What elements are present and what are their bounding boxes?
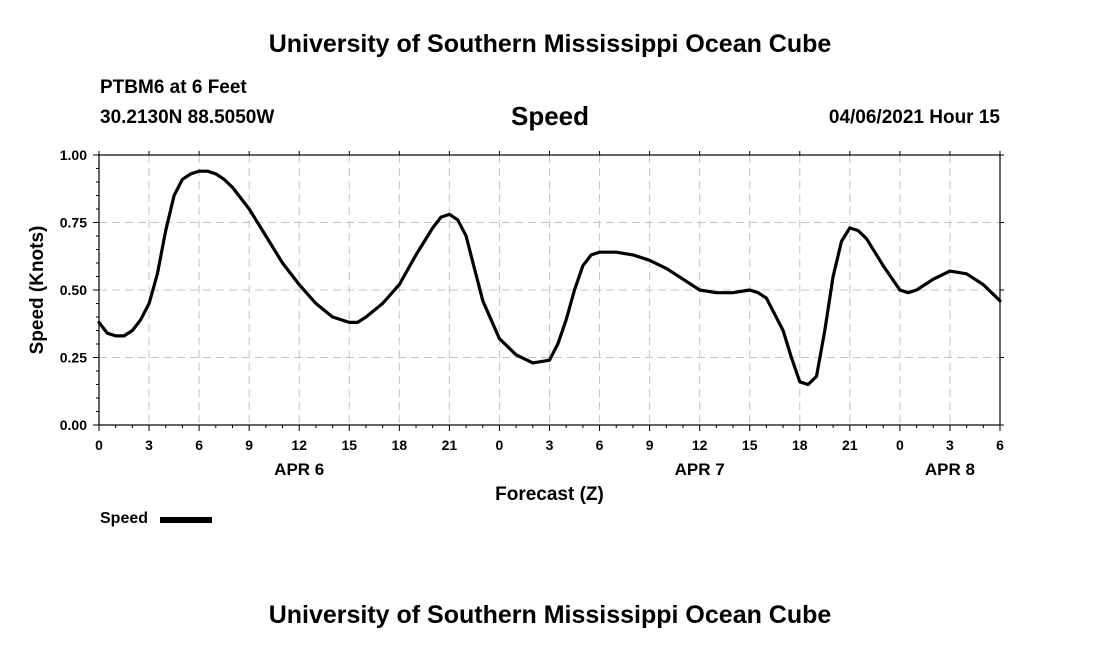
x-tick-label: 21: [842, 437, 858, 453]
y-tick-label: 1.00: [60, 147, 87, 163]
day-label: APR 7: [675, 460, 725, 479]
station-label: PTBM6 at 6 Feet: [100, 77, 247, 98]
x-tick-label: 9: [245, 437, 253, 453]
chart-title: Speed: [510, 101, 590, 131]
y-tick-label: 0.25: [60, 350, 87, 366]
x-tick-label: 3: [145, 437, 153, 453]
x-tick-label: 12: [692, 437, 708, 453]
series-line-speed: [97, 169, 1002, 387]
y-axis-label: Speed (Knots): [27, 226, 48, 355]
x-tick-label: 6: [596, 437, 604, 453]
y-tick-label: 0.00: [60, 417, 87, 433]
x-tick-label: 0: [896, 437, 904, 453]
station-coordinates: 30.2130N 88.5050W: [100, 107, 275, 128]
plot-frame: [98, 154, 1001, 426]
x-tick-label: 0: [496, 437, 504, 453]
forecast-datetime: 04/06/2021 Hour 15: [828, 107, 1000, 128]
day-label: APR 8: [925, 460, 975, 479]
x-tick-label: 12: [291, 437, 307, 453]
x-axis-label: Forecast (Z): [495, 484, 604, 505]
x-tick-label: 3: [946, 437, 954, 453]
x-tick-label: 3: [546, 437, 554, 453]
x-tick-label: 6: [996, 437, 1004, 453]
x-tick-label: 18: [392, 437, 408, 453]
y-tick-label: 0.75: [60, 215, 87, 231]
page-title: University of Southern Mississippi Ocean…: [268, 30, 832, 58]
x-tick-label: 0: [95, 437, 103, 453]
x-tick-label: 18: [792, 437, 808, 453]
y-tick-label: 0.50: [60, 282, 87, 298]
x-tick-label: 15: [742, 437, 758, 453]
x-tick-label: 21: [442, 437, 458, 453]
x-tick-label: 15: [341, 437, 357, 453]
legend-label: Speed: [100, 510, 149, 527]
day-label: APR 6: [274, 460, 324, 479]
x-tick-label: 6: [195, 437, 203, 453]
x-tick-label: 9: [646, 437, 654, 453]
legend-swatch: [160, 517, 212, 523]
footer-title: University of Southern Mississippi Ocean…: [268, 601, 832, 629]
